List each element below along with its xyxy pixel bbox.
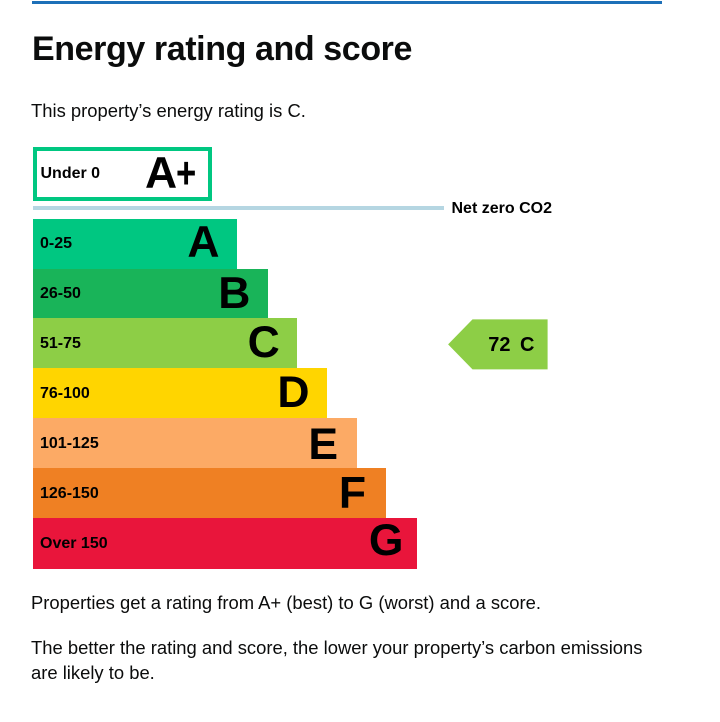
svg-text:C: C (520, 334, 534, 356)
svg-text:72: 72 (488, 334, 510, 356)
